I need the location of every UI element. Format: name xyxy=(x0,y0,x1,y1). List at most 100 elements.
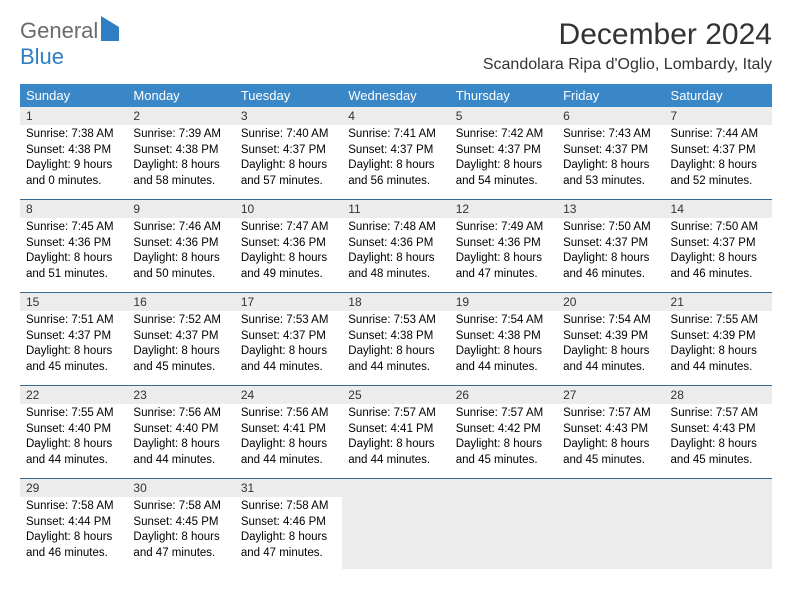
day-number: 8 xyxy=(20,200,127,218)
sunset-line: Sunset: 4:37 PM xyxy=(671,143,766,159)
day-number: 6 xyxy=(557,107,664,125)
day-body: Sunrise: 7:54 AMSunset: 4:38 PMDaylight:… xyxy=(450,311,557,385)
sunset-line: Sunset: 4:43 PM xyxy=(671,422,766,438)
weekday-header: Saturday xyxy=(665,84,772,107)
calendar-cell: 12Sunrise: 7:49 AMSunset: 4:36 PMDayligh… xyxy=(450,200,557,293)
day-body: Sunrise: 7:48 AMSunset: 4:36 PMDaylight:… xyxy=(342,218,449,292)
day-body: Sunrise: 7:53 AMSunset: 4:38 PMDaylight:… xyxy=(342,311,449,385)
sunrise-line: Sunrise: 7:53 AM xyxy=(348,313,443,329)
weekday-header: Thursday xyxy=(450,84,557,107)
daylight-line: Daylight: 8 hours and 45 minutes. xyxy=(456,437,551,468)
day-body: Sunrise: 7:40 AMSunset: 4:37 PMDaylight:… xyxy=(235,125,342,199)
sunset-line: Sunset: 4:46 PM xyxy=(241,515,336,531)
sunset-line: Sunset: 4:37 PM xyxy=(241,329,336,345)
calendar-cell: 23Sunrise: 7:56 AMSunset: 4:40 PMDayligh… xyxy=(127,386,234,479)
day-number: 30 xyxy=(127,479,234,497)
sunrise-line: Sunrise: 7:58 AM xyxy=(133,499,228,515)
day-body: Sunrise: 7:51 AMSunset: 4:37 PMDaylight:… xyxy=(20,311,127,385)
location: Scandolara Ripa d'Oglio, Lombardy, Italy xyxy=(483,56,772,74)
calendar-cell: 16Sunrise: 7:52 AMSunset: 4:37 PMDayligh… xyxy=(127,293,234,386)
daylight-line: Daylight: 8 hours and 48 minutes. xyxy=(348,251,443,282)
calendar-cell: 21Sunrise: 7:55 AMSunset: 4:39 PMDayligh… xyxy=(665,293,772,386)
calendar-cell: 17Sunrise: 7:53 AMSunset: 4:37 PMDayligh… xyxy=(235,293,342,386)
sunrise-line: Sunrise: 7:43 AM xyxy=(563,127,658,143)
day-number: 29 xyxy=(20,479,127,497)
calendar-body: 1Sunrise: 7:38 AMSunset: 4:38 PMDaylight… xyxy=(20,107,772,571)
weekday-header: Tuesday xyxy=(235,84,342,107)
sunrise-line: Sunrise: 7:54 AM xyxy=(456,313,551,329)
calendar-cell: 9Sunrise: 7:46 AMSunset: 4:36 PMDaylight… xyxy=(127,200,234,293)
day-body: Sunrise: 7:57 AMSunset: 4:43 PMDaylight:… xyxy=(665,404,772,478)
day-number: 10 xyxy=(235,200,342,218)
day-body: Sunrise: 7:46 AMSunset: 4:36 PMDaylight:… xyxy=(127,218,234,292)
day-body: Sunrise: 7:57 AMSunset: 4:41 PMDaylight:… xyxy=(342,404,449,478)
daylight-line: Daylight: 8 hours and 46 minutes. xyxy=(563,251,658,282)
calendar-cell: 10Sunrise: 7:47 AMSunset: 4:36 PMDayligh… xyxy=(235,200,342,293)
sunset-line: Sunset: 4:40 PM xyxy=(26,422,121,438)
weekday-header: Monday xyxy=(127,84,234,107)
daylight-line: Daylight: 8 hours and 44 minutes. xyxy=(26,437,121,468)
day-number: 13 xyxy=(557,200,664,218)
daylight-line: Daylight: 8 hours and 45 minutes. xyxy=(26,344,121,375)
sunset-line: Sunset: 4:36 PM xyxy=(348,236,443,252)
brand-part1: General xyxy=(20,18,98,43)
calendar-cell: 20Sunrise: 7:54 AMSunset: 4:39 PMDayligh… xyxy=(557,293,664,386)
sunrise-line: Sunrise: 7:55 AM xyxy=(671,313,766,329)
sunset-line: Sunset: 4:37 PM xyxy=(671,236,766,252)
day-number: 1 xyxy=(20,107,127,125)
calendar-cell: 24Sunrise: 7:56 AMSunset: 4:41 PMDayligh… xyxy=(235,386,342,479)
sunrise-line: Sunrise: 7:57 AM xyxy=(563,406,658,422)
sunrise-line: Sunrise: 7:39 AM xyxy=(133,127,228,143)
day-body: Sunrise: 7:55 AMSunset: 4:40 PMDaylight:… xyxy=(20,404,127,478)
sunrise-line: Sunrise: 7:46 AM xyxy=(133,220,228,236)
sunrise-line: Sunrise: 7:57 AM xyxy=(456,406,551,422)
day-number: 18 xyxy=(342,293,449,311)
sunset-line: Sunset: 4:37 PM xyxy=(348,143,443,159)
month-title: December 2024 xyxy=(483,18,772,52)
daylight-line: Daylight: 9 hours and 0 minutes. xyxy=(26,158,121,189)
sunrise-line: Sunrise: 7:56 AM xyxy=(241,406,336,422)
sunrise-line: Sunrise: 7:57 AM xyxy=(671,406,766,422)
daylight-line: Daylight: 8 hours and 44 minutes. xyxy=(348,437,443,468)
sunset-line: Sunset: 4:44 PM xyxy=(26,515,121,531)
daylight-line: Daylight: 8 hours and 46 minutes. xyxy=(26,530,121,561)
sunset-line: Sunset: 4:42 PM xyxy=(456,422,551,438)
sunrise-line: Sunrise: 7:55 AM xyxy=(26,406,121,422)
weekday-header: Friday xyxy=(557,84,664,107)
day-body: Sunrise: 7:49 AMSunset: 4:36 PMDaylight:… xyxy=(450,218,557,292)
sunset-line: Sunset: 4:38 PM xyxy=(456,329,551,345)
sunrise-line: Sunrise: 7:52 AM xyxy=(133,313,228,329)
sunset-line: Sunset: 4:45 PM xyxy=(133,515,228,531)
daylight-line: Daylight: 8 hours and 44 minutes. xyxy=(241,437,336,468)
calendar-cell: 5Sunrise: 7:42 AMSunset: 4:37 PMDaylight… xyxy=(450,107,557,200)
day-number: 4 xyxy=(342,107,449,125)
day-body: Sunrise: 7:45 AMSunset: 4:36 PMDaylight:… xyxy=(20,218,127,292)
sunrise-line: Sunrise: 7:45 AM xyxy=(26,220,121,236)
sunset-line: Sunset: 4:37 PM xyxy=(241,143,336,159)
calendar-head: SundayMondayTuesdayWednesdayThursdayFrid… xyxy=(20,84,772,107)
calendar-cell: 18Sunrise: 7:53 AMSunset: 4:38 PMDayligh… xyxy=(342,293,449,386)
sunrise-line: Sunrise: 7:49 AM xyxy=(456,220,551,236)
day-number: 24 xyxy=(235,386,342,404)
sunset-line: Sunset: 4:43 PM xyxy=(563,422,658,438)
header: General Blue December 2024 Scandolara Ri… xyxy=(20,18,772,78)
calendar-cell xyxy=(450,479,557,572)
brand-part2: Blue xyxy=(20,44,64,69)
sunset-line: Sunset: 4:37 PM xyxy=(26,329,121,345)
calendar-cell: 7Sunrise: 7:44 AMSunset: 4:37 PMDaylight… xyxy=(665,107,772,200)
daylight-line: Daylight: 8 hours and 54 minutes. xyxy=(456,158,551,189)
daylight-line: Daylight: 8 hours and 47 minutes. xyxy=(133,530,228,561)
sunset-line: Sunset: 4:37 PM xyxy=(563,143,658,159)
daylight-line: Daylight: 8 hours and 47 minutes. xyxy=(241,530,336,561)
weekday-header: Sunday xyxy=(20,84,127,107)
calendar-cell: 22Sunrise: 7:55 AMSunset: 4:40 PMDayligh… xyxy=(20,386,127,479)
day-number: 12 xyxy=(450,200,557,218)
daylight-line: Daylight: 8 hours and 49 minutes. xyxy=(241,251,336,282)
day-number: 28 xyxy=(665,386,772,404)
brand-logo: General Blue xyxy=(20,18,119,70)
sunset-line: Sunset: 4:38 PM xyxy=(133,143,228,159)
daylight-line: Daylight: 8 hours and 53 minutes. xyxy=(563,158,658,189)
day-body: Sunrise: 7:53 AMSunset: 4:37 PMDaylight:… xyxy=(235,311,342,385)
sunset-line: Sunset: 4:37 PM xyxy=(563,236,658,252)
day-body: Sunrise: 7:42 AMSunset: 4:37 PMDaylight:… xyxy=(450,125,557,199)
